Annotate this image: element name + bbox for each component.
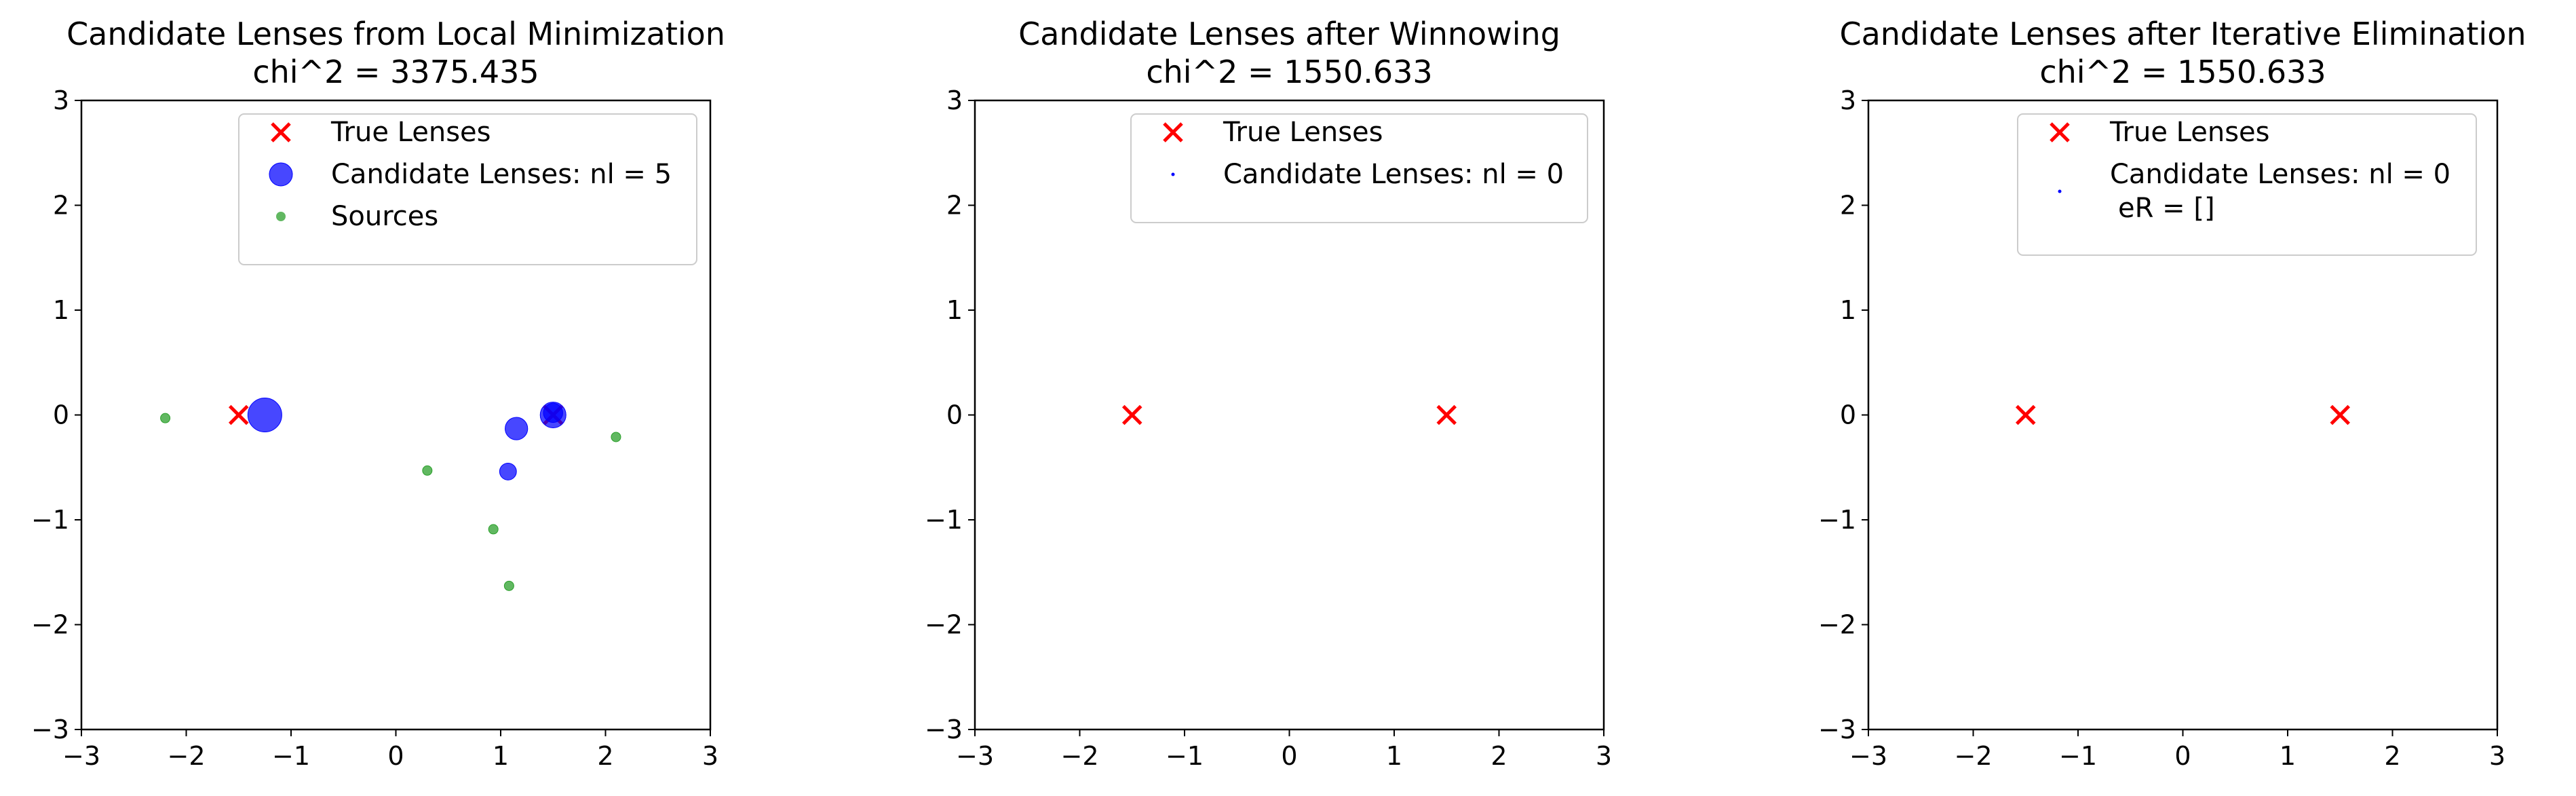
x-tick-label: 0: [2174, 741, 2191, 771]
y-tick-label: 0: [53, 400, 69, 430]
chart-panel-1: Candidate Lenses from Local Minimization…: [31, 16, 725, 771]
true-lens-marker: [2015, 404, 2036, 425]
legend-marker-candidate-lenses: [269, 162, 293, 187]
x-tick-label: −3: [62, 741, 100, 771]
y-tick-label: 2: [946, 191, 963, 221]
true-lens-marker: [228, 404, 249, 425]
legend-marker-candidate-lenses: [2058, 189, 2062, 193]
chart-subtitle: chi^2 = 1550.633: [1146, 54, 1432, 90]
candidate-lens-point: [247, 398, 282, 432]
legend-box: [238, 113, 697, 265]
legend-label: Candidate Lenses: nl = 0: [1223, 159, 1564, 190]
y-tick-label: −1: [31, 505, 69, 535]
true-lens-marker: [1121, 404, 1142, 425]
y-tick-label: 1: [1840, 295, 1856, 325]
legend-marker-true-lenses: [271, 122, 291, 143]
y-tick-label: −1: [1818, 505, 1856, 535]
x-tick-label: 0: [387, 741, 404, 771]
legend-marker-true-lenses: [2050, 122, 2070, 143]
x-tick-label: −3: [956, 741, 994, 771]
chart-title: Candidate Lenses after Winnowing: [1018, 16, 1560, 52]
legend: True Lenses Candidate Lenses: nl = 0eR = …: [2017, 113, 2477, 256]
legend: True Lenses Candidate Lenses: nl = 5 Sourc…: [238, 113, 697, 265]
y-tick-label: −2: [925, 610, 963, 640]
x-tick-label: −1: [2059, 741, 2097, 771]
legend-box: [2017, 113, 2477, 256]
y-tick-label: −3: [31, 715, 69, 744]
source-point: [422, 465, 433, 476]
y-tick-label: 2: [53, 191, 69, 221]
y-tick-label: −2: [1818, 610, 1856, 640]
y-tick-label: 0: [1840, 400, 1856, 430]
y-tick-label: 2: [1840, 191, 1856, 221]
chart-panel-3: Candidate Lenses after Iterative Elimina…: [1818, 16, 2526, 771]
x-tick-label: 3: [2489, 741, 2505, 771]
x-tick-label: −1: [1166, 741, 1204, 771]
y-tick-label: −2: [31, 610, 69, 640]
x-tick-label: 2: [2384, 741, 2400, 771]
x-tick-label: 2: [597, 741, 613, 771]
chart-title: Candidate Lenses after Iterative Elimina…: [1840, 16, 2526, 52]
x-tick-label: −2: [1060, 741, 1098, 771]
x-tick-label: −3: [1849, 741, 1887, 771]
legend-label: True Lenses: [2109, 117, 2270, 148]
plot-frame: [974, 99, 1605, 731]
candidate-lens-point: [543, 402, 563, 423]
x-tick-label: 1: [2280, 741, 2296, 771]
x-tick-label: −1: [272, 741, 310, 771]
y-tick-label: 1: [946, 295, 963, 325]
plot-frame: [80, 99, 712, 731]
true-lens-marker: [2330, 404, 2351, 425]
chart-subtitle: chi^2 = 1550.633: [2039, 54, 2326, 90]
plot-frame: [1867, 99, 2499, 731]
legend-label: True Lenses: [330, 117, 491, 148]
source-point: [160, 413, 171, 423]
y-tick-label: −3: [925, 715, 963, 744]
y-tick-label: 3: [946, 86, 963, 115]
legend-label: Candidate Lenses: nl = 0: [2110, 159, 2450, 190]
legend-label: True Lenses: [1223, 117, 1383, 148]
legend-marker-true-lenses: [1163, 122, 1183, 143]
legend-marker-candidate-lenses: [1171, 172, 1175, 176]
legend-marker-sources: [276, 212, 286, 221]
legend-label: Sources: [331, 201, 438, 232]
legend-label-line2: eR = []: [2118, 193, 2215, 224]
candidate-lens-point: [499, 463, 517, 480]
x-tick-label: 0: [1281, 741, 1297, 771]
x-tick-label: 2: [1491, 741, 1507, 771]
source-point: [503, 580, 514, 591]
source-point: [611, 432, 621, 442]
legend-box: [1130, 113, 1588, 223]
chart-subtitle: chi^2 = 3375.435: [252, 54, 539, 90]
y-tick-label: 3: [53, 86, 69, 115]
x-tick-label: 1: [493, 741, 509, 771]
candidate-lens-point: [505, 417, 528, 440]
legend: True Lenses Candidate Lenses: nl = 0: [1130, 113, 1588, 223]
x-tick-label: −2: [1954, 741, 1992, 771]
legend-label: Candidate Lenses: nl = 5: [331, 159, 672, 190]
true-lens-marker: [1436, 404, 1457, 425]
source-point: [488, 524, 499, 535]
y-tick-label: 0: [946, 400, 963, 430]
x-tick-label: 3: [1596, 741, 1612, 771]
y-tick-label: −1: [925, 505, 963, 535]
x-tick-label: 3: [702, 741, 718, 771]
y-tick-label: 1: [53, 295, 69, 325]
x-tick-label: 1: [1386, 741, 1402, 771]
x-tick-label: −2: [167, 741, 205, 771]
y-tick-label: −3: [1818, 715, 1856, 744]
chart-title: Candidate Lenses from Local Minimization: [66, 16, 725, 52]
y-tick-label: 3: [1840, 86, 1856, 115]
